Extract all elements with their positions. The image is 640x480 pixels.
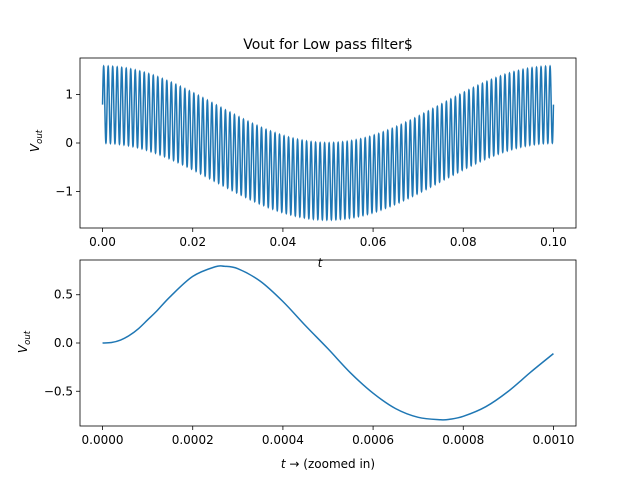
- top-x-label: t: [318, 256, 324, 270]
- top-x-tick-label: 0.04: [270, 235, 297, 249]
- bottom-x-tick-label: 0.0006: [352, 433, 394, 447]
- bottom-x-tick-label: 0.0004: [262, 433, 304, 447]
- top-series-line: [101, 64, 555, 222]
- bottom-y-tick-label: −0.5: [44, 384, 73, 398]
- top-ticks: 0.00 0.02 0.04 0.06 0.08 0.10 −1 0 1: [55, 87, 567, 249]
- bottom-plot-frame: [79, 259, 577, 427]
- bottom-series-line: [102, 265, 554, 421]
- bottom-y-label: Vout: [16, 330, 33, 353]
- top-y-label-main: V: [28, 143, 42, 152]
- bottom-x-tick-label: 0.0000: [82, 433, 124, 447]
- bottom-x-label-suffix: (zoomed in): [299, 457, 375, 471]
- bottom-x-label: t → (zoomed in): [281, 457, 375, 471]
- top-y-label: Vout: [28, 129, 45, 152]
- top-chart-title: Vout for Low pass filter$: [243, 37, 413, 53]
- bottom-y-label-sub: out: [23, 330, 33, 345]
- top-x-tick-label: 0.08: [450, 235, 477, 249]
- bottom-ticks: 0.0000 0.0002 0.0004 0.0006 0.0008 0.0010 −0.5…: [44, 288, 575, 447]
- top-x-tick-label: 0.06: [360, 235, 387, 249]
- top-y-label-sub: out: [35, 129, 45, 144]
- top-y-tick-label: 0: [65, 136, 73, 150]
- top-plot-frame: [79, 57, 577, 229]
- bottom-x-label-arrow: →: [286, 457, 300, 471]
- top-y-tick-label: −1: [55, 185, 73, 199]
- top-x-tick-label: 0.10: [540, 235, 567, 249]
- bottom-y-label-text: Vout: [16, 330, 33, 353]
- top-y-label-text: Vout: [28, 129, 45, 152]
- bottom-x-tick-label: 0.0010: [532, 433, 574, 447]
- bottom-y-tick-label: 0.5: [54, 288, 73, 302]
- top-x-tick-label: 0.00: [89, 235, 116, 249]
- bottom-chart: Vout t → (zoomed in) 0.0000 0.0002 0.0004 0…: [16, 259, 577, 471]
- bottom-y-tick-label: 0.0: [54, 336, 73, 350]
- top-x-tick-label: 0.02: [179, 235, 206, 249]
- top-chart: Vout for Low pass filter$ Vout t 0.00 0.0…: [28, 37, 577, 270]
- bottom-y-label-main: V: [16, 344, 30, 353]
- top-y-tick-label: 1: [65, 87, 73, 101]
- bottom-x-tick-label: 0.0002: [172, 433, 214, 447]
- bottom-x-label-main: t: [281, 457, 287, 471]
- bottom-x-tick-label: 0.0008: [442, 433, 484, 447]
